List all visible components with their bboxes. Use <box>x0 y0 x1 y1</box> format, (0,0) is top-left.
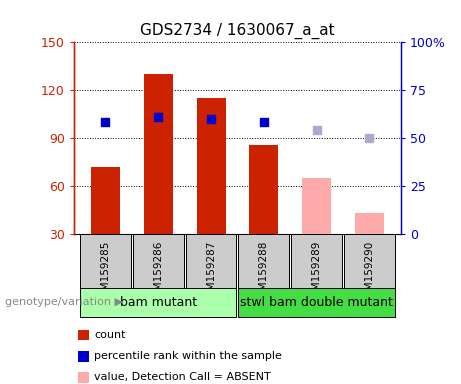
Text: GSM159288: GSM159288 <box>259 241 269 304</box>
Bar <box>80 288 236 317</box>
Bar <box>249 145 278 234</box>
Point <box>102 119 109 125</box>
Text: GSM159285: GSM159285 <box>100 241 111 304</box>
Bar <box>91 167 120 234</box>
Bar <box>196 98 225 234</box>
Point <box>207 116 215 122</box>
Title: GDS2734 / 1630067_a_at: GDS2734 / 1630067_a_at <box>140 23 335 40</box>
Point <box>313 127 320 133</box>
Bar <box>186 234 236 288</box>
Text: GSM159286: GSM159286 <box>153 241 163 304</box>
Text: stwl bam double mutant: stwl bam double mutant <box>240 296 393 309</box>
Bar <box>133 234 183 288</box>
Bar <box>80 234 131 288</box>
Bar <box>238 234 289 288</box>
Point <box>260 119 267 125</box>
Bar <box>344 234 395 288</box>
Point <box>154 114 162 121</box>
Text: bam mutant: bam mutant <box>120 296 197 309</box>
Point <box>366 135 373 141</box>
Text: GSM159287: GSM159287 <box>206 241 216 304</box>
Text: count: count <box>94 330 125 340</box>
Text: value, Detection Call = ABSENT: value, Detection Call = ABSENT <box>94 372 271 382</box>
Text: percentile rank within the sample: percentile rank within the sample <box>94 351 282 361</box>
Text: genotype/variation ▶: genotype/variation ▶ <box>5 297 123 308</box>
Text: GSM159290: GSM159290 <box>364 241 374 304</box>
Bar <box>355 214 384 234</box>
Bar <box>238 288 395 317</box>
Bar <box>291 234 342 288</box>
Text: GSM159289: GSM159289 <box>312 241 322 304</box>
Bar <box>144 74 173 234</box>
Bar <box>302 178 331 234</box>
